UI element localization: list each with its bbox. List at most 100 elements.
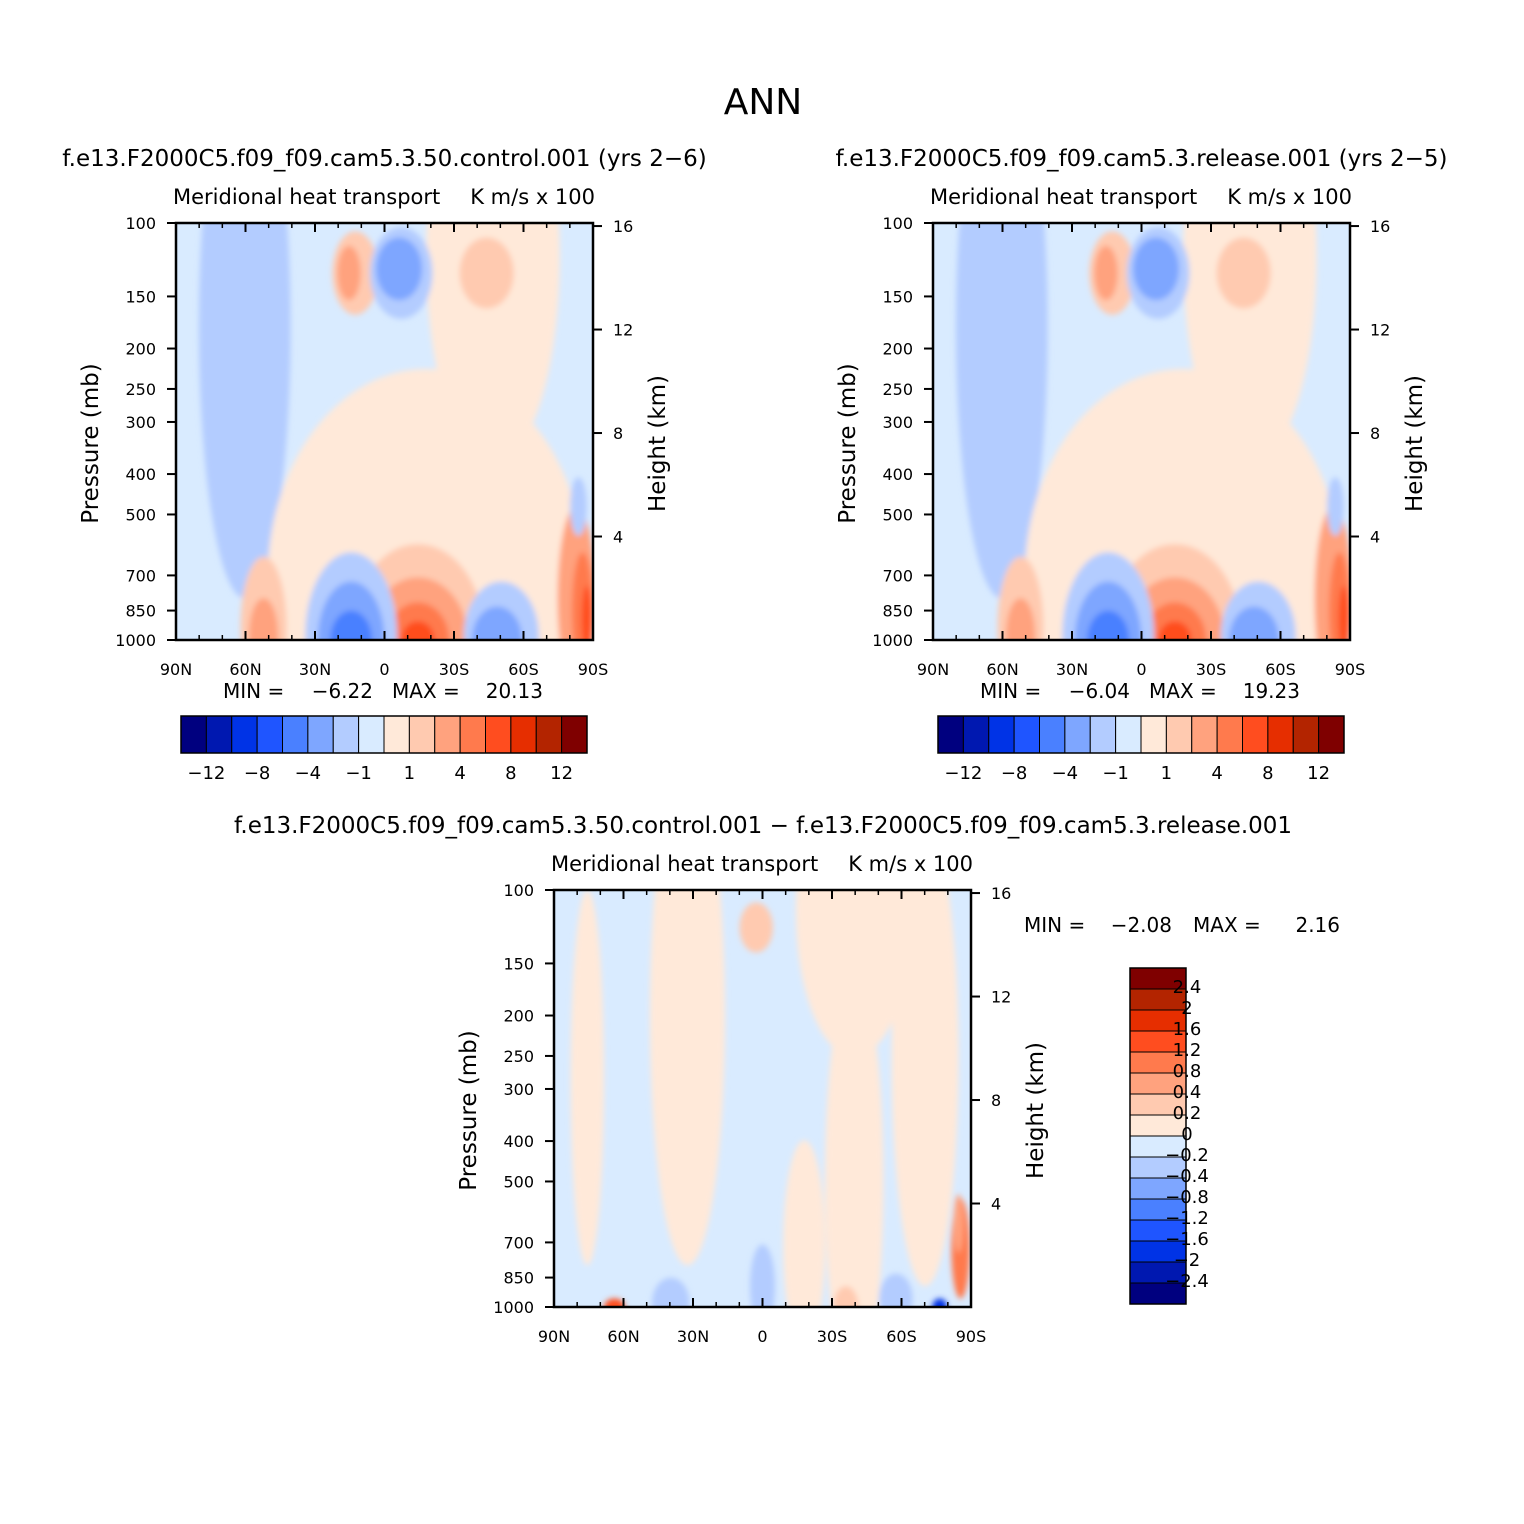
colorbar-label: 8 [1262, 763, 1273, 784]
x-tick-label: 60S [508, 660, 539, 679]
contour-region [1133, 237, 1180, 301]
y2-axis-label: Height (km) [645, 375, 671, 512]
contour-region [198, 223, 291, 599]
y-axis-label: Pressure (mb) [835, 363, 861, 523]
colorbar-swatch [408, 715, 436, 754]
colorbar-swatch [256, 715, 283, 754]
x-tick-label: 90S [956, 1327, 987, 1346]
contour-region [932, 1298, 948, 1307]
panel-right-string: K m/s x 100 [1227, 185, 1352, 209]
y-tick-label: 500 [503, 1172, 534, 1191]
colorbar-swatch [1115, 715, 1142, 754]
colorbar-swatch [231, 715, 258, 754]
colorbar-swatch [1292, 715, 1320, 754]
y2-tick-label: 12 [991, 988, 1011, 1007]
colorbar: −12 −8 −4 −1 1 4 8 12 [180, 715, 588, 784]
field-contours [554, 890, 971, 1307]
panel-left-string: Meridional heat transport [173, 185, 440, 209]
colorbar-swatch [1089, 715, 1117, 754]
colorbar-label: −2 [1174, 1250, 1201, 1271]
colorbar-swatch [510, 715, 537, 754]
y-tick-label: 1000 [872, 631, 913, 650]
contour-region [459, 237, 514, 309]
min-value: −6.04 [1069, 679, 1130, 703]
y2-tick-label: 4 [991, 1195, 1001, 1214]
panel-title: f.e13.F2000C5.f09_f09.cam5.3.50.control.… [234, 813, 1292, 839]
colorbar-label: −4 [295, 763, 322, 784]
y-tick-label: 200 [125, 340, 156, 359]
contour-region [1005, 598, 1036, 640]
colorbar-label: −1 [1102, 763, 1129, 784]
colorbar-swatch [561, 715, 588, 754]
colorbar-label: −0.4 [1165, 1166, 1209, 1187]
y-axis-label: Pressure (mb) [78, 363, 104, 523]
y-axis-label: Pressure (mb) [456, 1030, 482, 1190]
colorbar-label: 2 [1181, 998, 1192, 1019]
colorbar-label: −0.2 [1165, 1145, 1209, 1166]
x-tick-label: 0 [757, 1327, 767, 1346]
contour-region [1183, 223, 1317, 465]
field-blobs [198, 223, 593, 640]
contour-region [649, 890, 725, 1266]
y-tick-label: 850 [882, 602, 913, 621]
contour-region [401, 621, 435, 640]
contour-region [1158, 621, 1192, 640]
x-tick-label: 30N [299, 660, 331, 679]
y-tick-label: 250 [125, 380, 156, 399]
colorbar-label: −12 [187, 763, 225, 784]
min-value: −2.08 [1111, 913, 1172, 937]
colorbar-swatch [282, 715, 309, 754]
colorbar-label: 4 [1211, 763, 1222, 784]
y2-tick-label: 16 [613, 217, 633, 236]
x-tick-label: 30S [817, 1327, 848, 1346]
colorbar-label: 12 [1307, 763, 1330, 784]
x-tick-label: 90S [578, 660, 609, 679]
panel-right-string: K m/s x 100 [470, 185, 595, 209]
max-value: 2.16 [1295, 913, 1340, 937]
x-tick-label: 30S [1196, 660, 1227, 679]
colorbar-swatch [988, 715, 1015, 754]
field-blobs [570, 890, 970, 1307]
contour-region [1327, 477, 1344, 536]
y-tick-label: 200 [882, 340, 913, 359]
contour-region [337, 245, 361, 301]
colorbar-label: 8 [505, 763, 516, 784]
colorbar-swatch [1140, 715, 1167, 754]
colorbar-label: −0.8 [1165, 1187, 1209, 1208]
max-label: MAX = [392, 679, 460, 703]
y2-tick-label: 4 [613, 528, 623, 547]
x-tick-label: 30N [1056, 660, 1088, 679]
contour-region [825, 973, 884, 1307]
colorbar-frame [937, 715, 1345, 754]
colorbar: −12 −8 −4 −1 1 4 8 12 [937, 715, 1345, 784]
colorbar-label: −1 [345, 763, 372, 784]
colorbar-swatch [1039, 715, 1066, 754]
x-tick-label: 0 [1136, 660, 1146, 679]
colorbar-label: 1 [1161, 763, 1172, 784]
colorbar-label: 2.4 [1173, 977, 1202, 998]
min-value: −6.22 [312, 679, 373, 703]
plot-layer: f.e13.F2000C5.f09_f09.cam5.3.50.control.… [62, 146, 1447, 1346]
max-label: MAX = [1193, 913, 1261, 937]
min-label: MIN = [980, 679, 1041, 703]
colorbar-swatch [332, 715, 360, 754]
x-tick-label: 0 [379, 660, 389, 679]
colorbar-label: 12 [550, 763, 573, 784]
contour-region [1338, 585, 1349, 640]
colorbar-label: 0.4 [1173, 1082, 1202, 1103]
colorbar-label: 1 [404, 763, 415, 784]
y-tick-label: 150 [503, 954, 534, 973]
contour-region [955, 223, 1048, 599]
y2-axis-label: Height (km) [1402, 375, 1428, 512]
y-tick-label: 400 [882, 465, 913, 484]
contour-region [879, 1273, 913, 1307]
x-tick-label: 30S [439, 660, 470, 679]
y2-tick-label: 12 [1370, 321, 1390, 340]
colorbar-swatch [962, 715, 990, 754]
field-contours [933, 223, 1350, 640]
colorbar: 2.421.61.20.80.40.20−0.2−0.4−0.8−1.2−1.6… [1129, 967, 1209, 1305]
figure-title: ANN [724, 82, 803, 123]
contour-region [472, 606, 523, 640]
max-value: 20.13 [486, 679, 543, 703]
